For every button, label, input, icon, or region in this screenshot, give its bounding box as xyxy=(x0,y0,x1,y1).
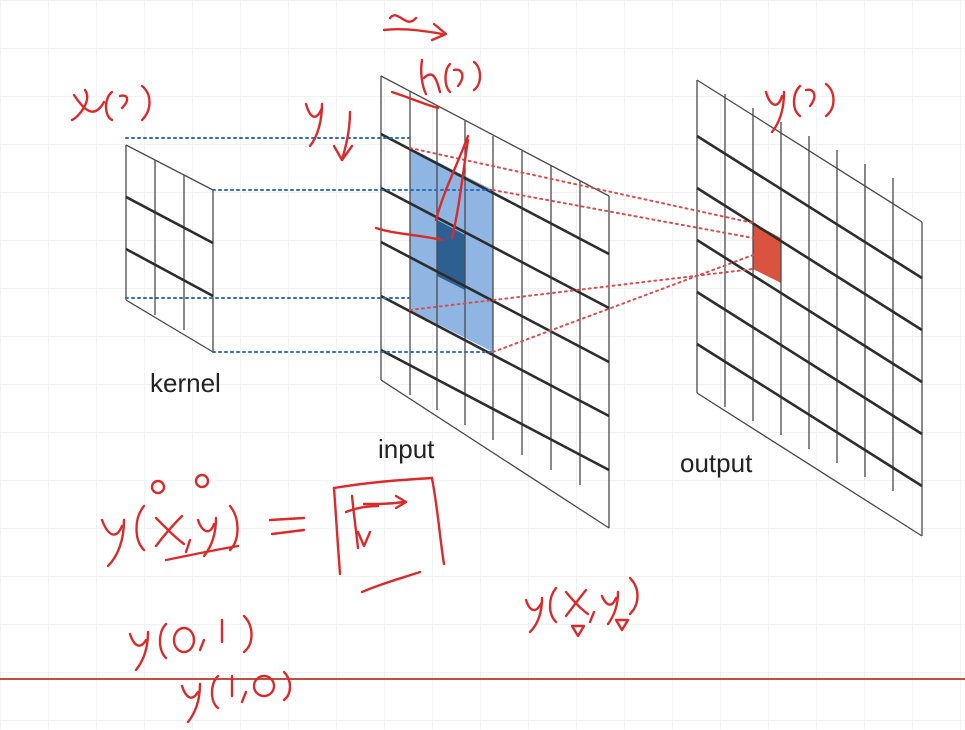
output-label: output xyxy=(680,448,753,478)
input-output-guides xyxy=(409,147,754,353)
input-grid xyxy=(380,75,610,529)
red-divider-line xyxy=(0,678,965,680)
kernel-grid xyxy=(125,144,214,353)
input-receptive-field xyxy=(410,148,493,352)
kernel-label: kernel xyxy=(150,368,221,398)
input-label: input xyxy=(378,434,435,464)
output-grid xyxy=(696,79,923,537)
receptive-field-center xyxy=(437,220,465,290)
